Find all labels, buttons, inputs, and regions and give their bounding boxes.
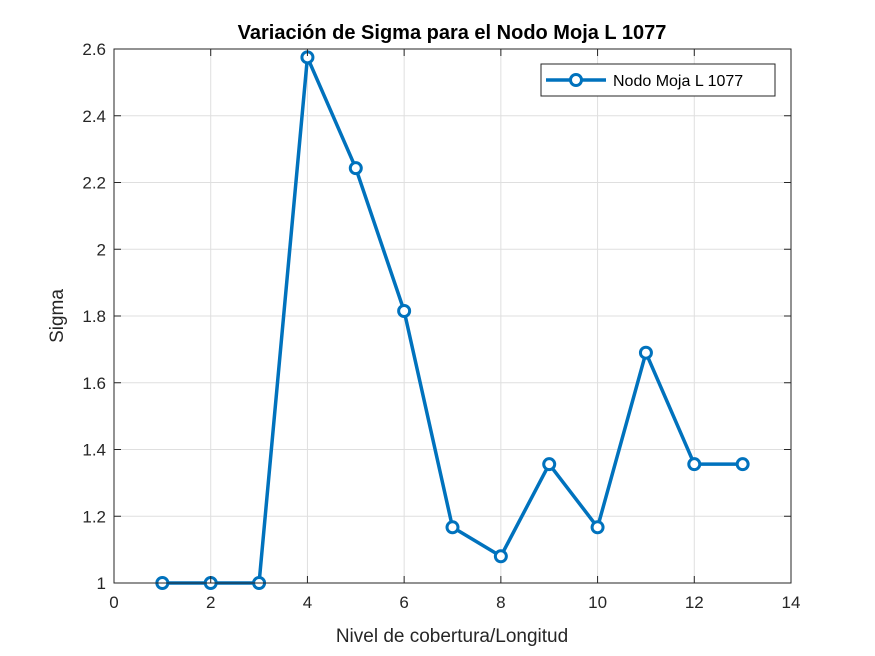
y-tick-label: 1.6 xyxy=(82,374,106,393)
x-tick-label: 14 xyxy=(782,593,801,612)
x-axis-label: Nivel de cobertura/Longitud xyxy=(336,626,568,647)
x-tick-label: 0 xyxy=(109,593,118,612)
chart-title: Variación de Sigma para el Nodo Moja L 1… xyxy=(238,22,667,44)
legend: Nodo Moja L 1077 xyxy=(540,63,776,97)
data-point xyxy=(687,457,702,472)
series-layer xyxy=(155,50,750,590)
y-tick-label: 2.4 xyxy=(82,107,106,126)
data-point xyxy=(735,457,750,472)
data-point xyxy=(445,520,460,535)
y-tick-label: 1.4 xyxy=(82,441,106,460)
y-tick-label: 2.6 xyxy=(82,40,106,59)
data-point xyxy=(542,457,557,472)
y-tick-label: 2.2 xyxy=(82,174,106,193)
x-tick-label: 12 xyxy=(685,593,704,612)
y-axis-label: Sigma xyxy=(47,289,68,343)
y-tick-label: 2 xyxy=(97,240,106,259)
axis-ticks xyxy=(113,48,792,584)
x-tick-label: 2 xyxy=(206,593,215,612)
y-tick-label: 1 xyxy=(97,574,106,593)
y-tick-label: 1.2 xyxy=(82,507,106,526)
x-tick-label: 6 xyxy=(399,593,408,612)
y-tick-label: 1.8 xyxy=(82,307,106,326)
data-point xyxy=(638,345,653,360)
data-point xyxy=(590,520,605,535)
x-tick-label: 4 xyxy=(303,593,312,612)
data-point xyxy=(493,549,508,564)
legend-marker-sample xyxy=(569,73,583,87)
grid-lines xyxy=(114,49,791,583)
legend-entry-label: Nodo Moja L 1077 xyxy=(613,73,743,90)
data-point xyxy=(348,161,363,176)
tick-labels: 0 2 4 6 8 10 12 14 1 1.2 1.4 1.6 1.8 2 2.2 2.4 2.6 xyxy=(82,40,800,612)
x-tick-label: 10 xyxy=(588,593,607,612)
data-point xyxy=(397,303,412,318)
x-tick-label: 8 xyxy=(496,593,505,612)
